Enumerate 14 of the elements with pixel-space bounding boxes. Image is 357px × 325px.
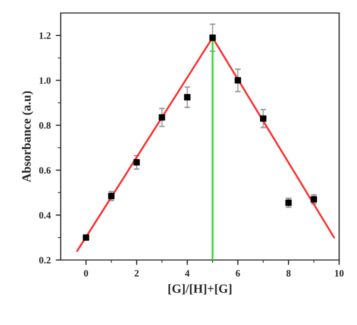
y-tick-label: 1.2 [40,32,51,39]
y-tick-label: 0.2 [39,256,51,264]
x-tick-label: 8 [286,270,291,277]
x-tick-label: 2 [134,270,139,276]
y-tick-label: 1.0 [40,77,51,84]
y-tick-label: 0.8 [39,122,51,129]
x-axis-title: [G]/[H]+[G] [168,284,232,294]
y-tick-label: 0.6 [39,167,51,174]
y-axis-title: Absorbance (a.u) [22,91,34,182]
y-tick-label: 0.4 [39,212,51,219]
x-tick-label: 4 [184,270,190,276]
x-tick-label: 6 [236,270,240,277]
x-tick-label: 0 [84,270,88,277]
x-tick-label: 10 [335,270,344,277]
